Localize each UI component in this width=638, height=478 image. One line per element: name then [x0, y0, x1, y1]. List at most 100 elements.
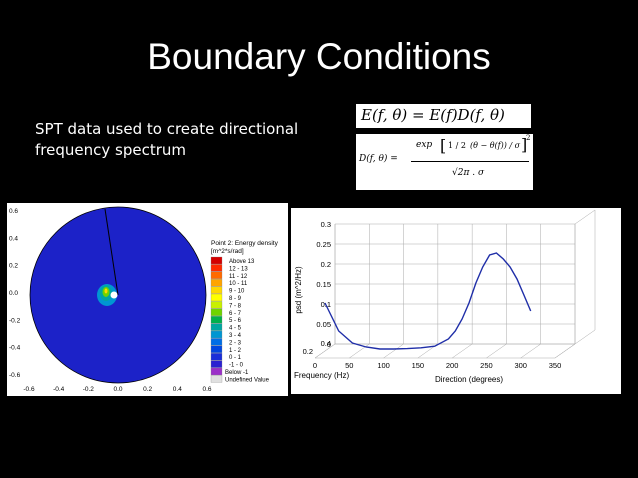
legend-swatch [210, 323, 223, 331]
psd-chart: 00.050.10.150.20.250.3 0 50 100 150 200 250 30… [294, 209, 596, 384]
psd-chart-panel: 0 0.05 0.1 0.15 0.2 0.25 0.3 0 50 100 150 200 250 30… [291, 208, 621, 394]
polar-plot-panel: 0.6 0.4 0.2 0.0 -0.2 -0.4 -0.6 -0.6 -0.4 -0.2 0.0… [7, 203, 288, 396]
legend-swatch [210, 345, 223, 353]
polar-y-ticks: 0.6 0.4 0.2 0.0 -0.2 -0.4 -0.6 [9, 208, 21, 379]
psd-floor-front [315, 343, 576, 359]
psd-x-tick: 150 [412, 361, 425, 370]
psd-x-tick: 300 [514, 361, 527, 370]
legend-label: Undefined Value [225, 377, 270, 383]
psd-gridlines [314, 223, 576, 359]
psd-x-axis-label: Direction (degrees) [435, 375, 503, 384]
legend-label: 6 - 7 [229, 311, 242, 317]
legend-label: -1 - 0 [229, 363, 244, 369]
equation-inner: (θ − θ(f)) / σ [470, 141, 521, 150]
polar-plot: 0.6 0.4 0.2 0.0 -0.2 -0.4 -0.6 -0.6 -0.4 -0.2 0.0… [9, 206, 279, 393]
legend-label: 0 - 1 [229, 355, 242, 361]
psd-series [324, 252, 532, 350]
legend-label: Above 13 [229, 259, 255, 265]
legend-swatch [210, 316, 223, 324]
psd-right-top [574, 209, 596, 225]
legend-swatch [210, 279, 223, 287]
psd-x-gridline [314, 343, 336, 359]
legend-label: 2 - 3 [229, 340, 242, 346]
equation-half: 1 / 2 [448, 141, 466, 150]
polar-x-tick: 0.6 [202, 386, 211, 393]
equation-bracket-left: [ [440, 136, 447, 155]
polar-x-tick: -0.4 [53, 386, 65, 393]
polar-x-tick: 0.4 [173, 386, 182, 393]
bullet-text: SPT data used to create directional freq… [35, 119, 305, 161]
psd-y-tick: 0.2 [321, 260, 331, 269]
psd-y-tick: 0.05 [316, 320, 331, 329]
psd-z-axis-label: Frequency (Hz) [294, 371, 349, 380]
psd-series-line [324, 252, 532, 350]
legend-swatch [210, 330, 223, 339]
polar-x-tick: 0.2 [143, 386, 152, 393]
psd-x-tick: 350 [549, 361, 562, 370]
legend-label: 8 - 9 [229, 296, 242, 302]
equation-spreading: D(f, θ) = exp [ 1 / 2 (θ − θ(f)) / σ ] 2… [356, 134, 533, 190]
legend-swatch [210, 308, 223, 316]
psd-x-gridline [383, 343, 404, 359]
legend-swatch [210, 353, 223, 361]
psd-x-tick: 250 [480, 361, 493, 370]
slide-title: Boundary Conditions [147, 36, 491, 77]
psd-y-ticks: 00.050.10.150.20.250.3 [316, 220, 331, 349]
psd-y-tick: 0 [327, 340, 331, 349]
psd-y-tick: 0.25 [316, 240, 331, 249]
legend-swatch [210, 264, 223, 272]
legend-swatch [210, 338, 223, 346]
psd-z-tick: 0.4 [321, 339, 331, 348]
psd-x-gridline [486, 343, 507, 359]
legend-swatch [210, 256, 223, 265]
polar-x-tick: 0.0 [113, 386, 122, 393]
legend-swatch [210, 367, 223, 376]
equation-exp: exp [416, 140, 433, 150]
legend-label: 9 - 10 [229, 289, 245, 295]
equation-lhs: D(f, θ) = [359, 154, 398, 164]
bullet-line-2: frequency spectrum [35, 141, 186, 159]
legend-label: Below -1 [225, 370, 249, 376]
equation-denominator: √2π . σ [452, 168, 485, 178]
legend-title-2: [m^2*s/rad] [211, 248, 244, 255]
energy-blob-core [104, 288, 108, 294]
polar-y-tick: 0.0 [9, 290, 18, 297]
polar-x-ticks: -0.6 -0.4 -0.2 0.0 0.2 0.4 0.6 [23, 386, 211, 393]
polar-y-tick: 0.4 [9, 235, 18, 242]
psd-z-ticks: 0.2 0.4 [303, 339, 331, 356]
bullet-line-1: SPT data used to create directional [35, 120, 299, 138]
equation-square: 2 [526, 134, 531, 142]
legend-swatch [210, 301, 223, 309]
psd-x-tick: 0 [313, 361, 317, 370]
psd-y-tick: 0.3 [321, 220, 331, 229]
psd-y-tick: 0.15 [316, 280, 331, 289]
psd-z-tick: 0.2 [303, 347, 313, 356]
legend-swatch [210, 360, 223, 368]
polar-y-tick: -0.6 [9, 372, 21, 379]
polar-y-tick: 0.2 [9, 263, 18, 270]
legend-swatch [210, 293, 223, 302]
point-marker [110, 291, 118, 299]
legend-label: 10 - 11 [229, 281, 248, 287]
psd-x-tick: 100 [377, 361, 390, 370]
psd-x-gridline [349, 343, 370, 359]
psd-x-tick: 200 [446, 361, 459, 370]
psd-y-axis-label: psd (m^2/Hz) [294, 266, 303, 314]
equation-bracket-right: ] [521, 135, 528, 154]
polar-y-tick: 0.6 [9, 208, 18, 215]
psd-x-gridline [554, 343, 576, 359]
legend-swatch [210, 271, 223, 279]
legend-label: 5 - 6 [229, 318, 242, 324]
polar-x-tick: -0.6 [23, 386, 35, 393]
legend-label: 12 - 13 [229, 266, 248, 272]
equation-fraction-bar [411, 161, 529, 162]
polar-y-tick: -0.4 [9, 345, 21, 352]
legend-label: 11 - 12 [229, 274, 248, 280]
legend-swatch [210, 286, 223, 294]
equation-energy-text: E(f, θ) = E(f)D(f, θ) [361, 106, 505, 124]
legend-label: 4 - 5 [229, 326, 242, 332]
legend-label: 1 - 2 [229, 348, 242, 354]
legend-title-1: Point 2: Energy density [211, 240, 279, 247]
psd-x-ticks: 0 50 100 150 200 250 300 350 [313, 361, 561, 370]
